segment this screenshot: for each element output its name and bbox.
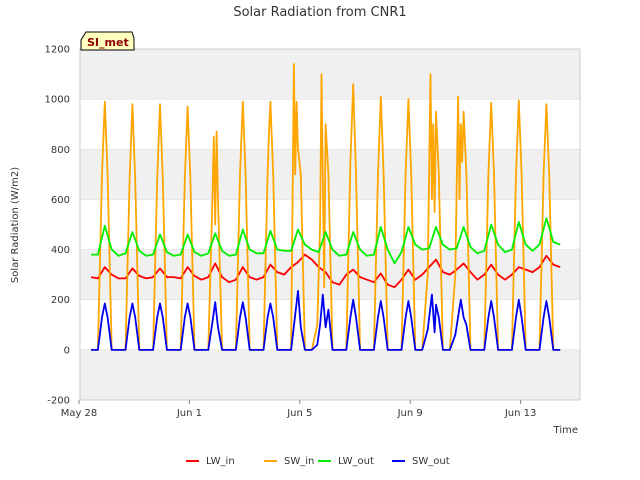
series-line-lw-out [91,217,561,265]
grid-band [80,349,580,400]
x-tick-label: Jun 13 [504,408,537,419]
y-tick-label: 0 [64,345,70,356]
legend-label: LW_in [206,456,235,467]
grid-band [80,149,580,200]
grid-band [80,49,580,100]
series-line-lw-in [90,253,561,289]
y-tick-label: 1000 [45,95,70,106]
x-tick-label: Jun 9 [397,408,423,419]
x-axis-label: Time [553,425,578,436]
x-tick-label: Jun 1 [176,408,202,419]
y-axis: -200 0 200 400 600 800 1000 1200 [45,45,70,407]
legend-label: SW_in [284,456,314,467]
series-line-sw-in [91,63,561,351]
x-axis: May 28 Jun 1 Jun 5 Jun 9 Jun 13 [61,400,537,419]
badge-box [80,31,135,51]
y-axis-label: Solar Radiation (W/m2) [10,167,21,283]
x-tick-label: Jun 5 [286,408,312,419]
y-tick-label: 800 [51,145,70,156]
x-tick-label: May 28 [61,408,98,419]
legend: LW_in SW_in LW_out SW_out [186,456,450,467]
series-line-sw-out [91,289,561,351]
legend-label: SW_out [412,456,450,467]
badge: SI_met [80,31,135,51]
y-tick-label: 600 [51,195,70,206]
badge-text: SI_met [87,36,129,49]
y-tick-label: 400 [51,245,70,256]
y-tick-label: 1200 [45,45,70,56]
y-tick-label: -200 [47,396,70,407]
grid [79,48,581,401]
legend-label: LW_out [338,456,374,467]
chart-title: Solar Radiation from CNR1 [233,5,406,20]
series-layer [90,63,561,351]
plot-frame [79,48,581,401]
y-tick-label: 200 [51,295,70,306]
